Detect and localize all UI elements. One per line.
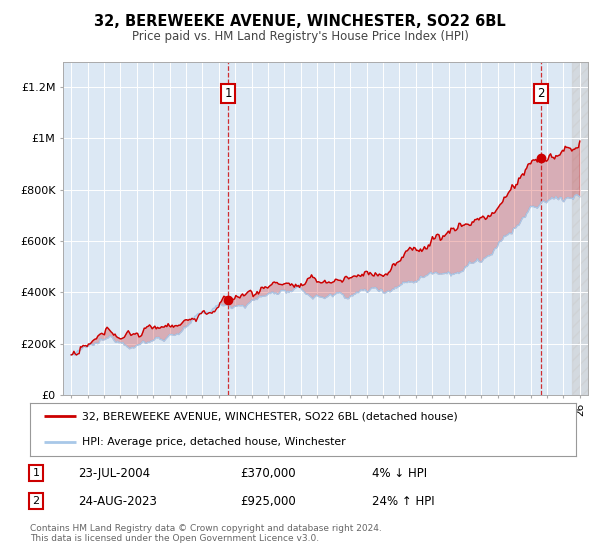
Text: 1: 1 xyxy=(224,87,232,100)
Text: 23-JUL-2004: 23-JUL-2004 xyxy=(78,466,150,480)
Text: This data is licensed under the Open Government Licence v3.0.: This data is licensed under the Open Gov… xyxy=(30,534,319,543)
Text: 4% ↓ HPI: 4% ↓ HPI xyxy=(372,466,427,480)
Text: HPI: Average price, detached house, Winchester: HPI: Average price, detached house, Winc… xyxy=(82,437,346,447)
Text: £370,000: £370,000 xyxy=(240,466,296,480)
Text: 32, BEREWEEKE AVENUE, WINCHESTER, SO22 6BL: 32, BEREWEEKE AVENUE, WINCHESTER, SO22 6… xyxy=(94,14,506,29)
Text: £925,000: £925,000 xyxy=(240,494,296,508)
Text: 32, BEREWEEKE AVENUE, WINCHESTER, SO22 6BL (detached house): 32, BEREWEEKE AVENUE, WINCHESTER, SO22 6… xyxy=(82,412,458,422)
Text: 2: 2 xyxy=(538,87,545,100)
Text: 2: 2 xyxy=(32,496,40,506)
Text: 24% ↑ HPI: 24% ↑ HPI xyxy=(372,494,434,508)
Text: Contains HM Land Registry data © Crown copyright and database right 2024.: Contains HM Land Registry data © Crown c… xyxy=(30,524,382,533)
Text: Price paid vs. HM Land Registry's House Price Index (HPI): Price paid vs. HM Land Registry's House … xyxy=(131,30,469,43)
Text: 24-AUG-2023: 24-AUG-2023 xyxy=(78,494,157,508)
Text: 1: 1 xyxy=(32,468,40,478)
Bar xyxy=(572,62,588,395)
